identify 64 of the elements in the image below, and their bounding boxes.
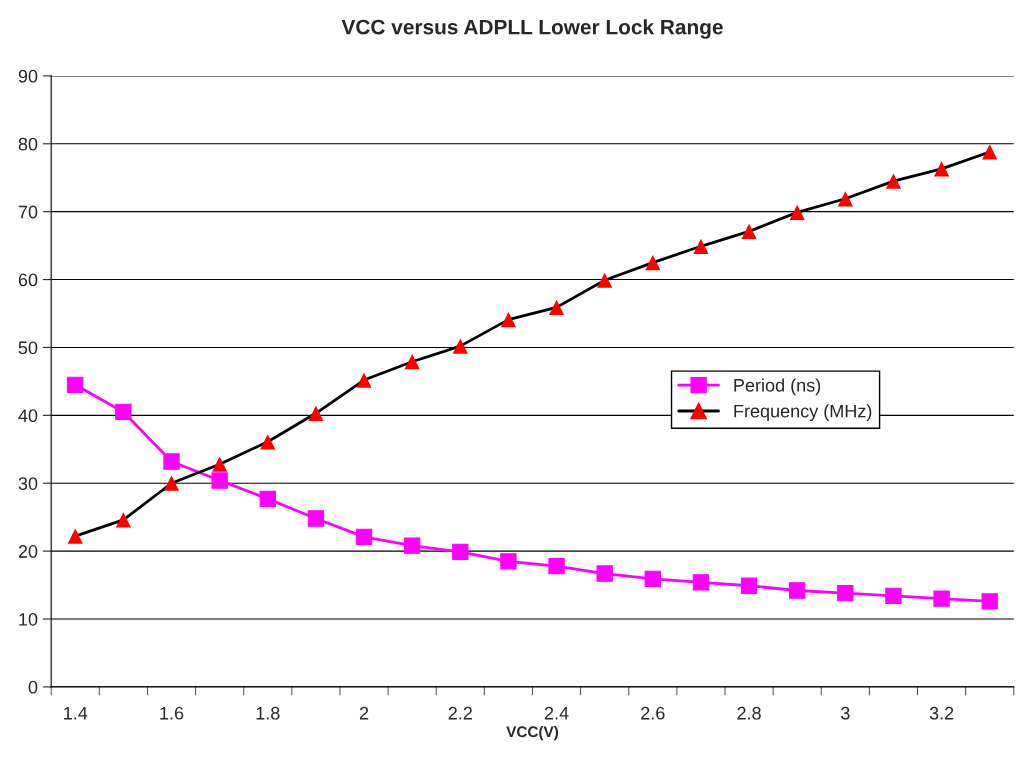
point xyxy=(308,405,324,421)
point xyxy=(500,312,517,328)
point xyxy=(500,553,517,570)
x-tick-label: 3.2 xyxy=(929,706,954,720)
point xyxy=(404,354,420,370)
point xyxy=(933,161,950,177)
y-tick-label: 80 xyxy=(18,137,38,151)
x-tick-label: 1.4 xyxy=(64,707,88,720)
point xyxy=(693,238,709,254)
point xyxy=(307,510,325,527)
x-tick-label: 3 xyxy=(840,706,850,720)
y-tick-label: 20 xyxy=(18,545,38,558)
y-tick-label: 40 xyxy=(18,409,38,423)
point xyxy=(452,543,469,560)
y-tick-label: 10 xyxy=(19,612,38,626)
x-tick-label: 2 xyxy=(359,706,369,720)
x-tick-label: 2.4 xyxy=(544,706,569,720)
x-tick-label: 2.6 xyxy=(641,706,665,720)
point xyxy=(982,144,998,160)
point xyxy=(837,585,854,602)
point xyxy=(212,456,228,472)
point xyxy=(933,590,950,607)
point xyxy=(645,254,661,271)
point xyxy=(356,372,372,388)
point xyxy=(548,299,565,316)
point xyxy=(67,528,83,544)
legend-label: Period (ns) xyxy=(734,378,821,396)
point xyxy=(355,528,373,546)
y-tick-label: 60 xyxy=(18,273,38,287)
point xyxy=(548,557,565,575)
point xyxy=(259,490,276,507)
point xyxy=(644,570,661,588)
point xyxy=(452,338,468,354)
x-tick-label: 2.8 xyxy=(737,706,761,720)
point xyxy=(740,577,758,594)
y-tick-label: 30 xyxy=(18,477,38,490)
y-tick-label: 0 xyxy=(28,680,38,694)
point xyxy=(981,593,998,610)
y-tick-label: 90 xyxy=(18,69,38,83)
point xyxy=(115,512,131,528)
point xyxy=(260,434,276,450)
point xyxy=(789,582,806,599)
y-tick-label: 70 xyxy=(18,205,38,219)
point xyxy=(885,587,902,605)
chart-title: VCC versus ADPLL Lower Lock Range xyxy=(341,19,723,39)
point xyxy=(404,537,421,554)
point xyxy=(67,376,84,393)
y-tick-label: 50 xyxy=(18,341,38,355)
point xyxy=(741,223,757,239)
x-tick-label: 1.6 xyxy=(160,706,184,720)
point xyxy=(597,272,613,288)
point xyxy=(692,574,710,591)
point xyxy=(596,565,613,582)
x-axis-title: VCC(V) xyxy=(506,725,559,741)
legend-label: Frequency (MHz) xyxy=(734,404,872,422)
point xyxy=(115,403,132,421)
point xyxy=(163,453,180,470)
point xyxy=(885,173,902,189)
x-tick-label: 1.8 xyxy=(256,706,280,720)
point xyxy=(163,475,180,491)
x-tick-label: 2.2 xyxy=(448,706,472,720)
point xyxy=(789,204,805,220)
point xyxy=(211,472,228,489)
point xyxy=(837,191,853,207)
